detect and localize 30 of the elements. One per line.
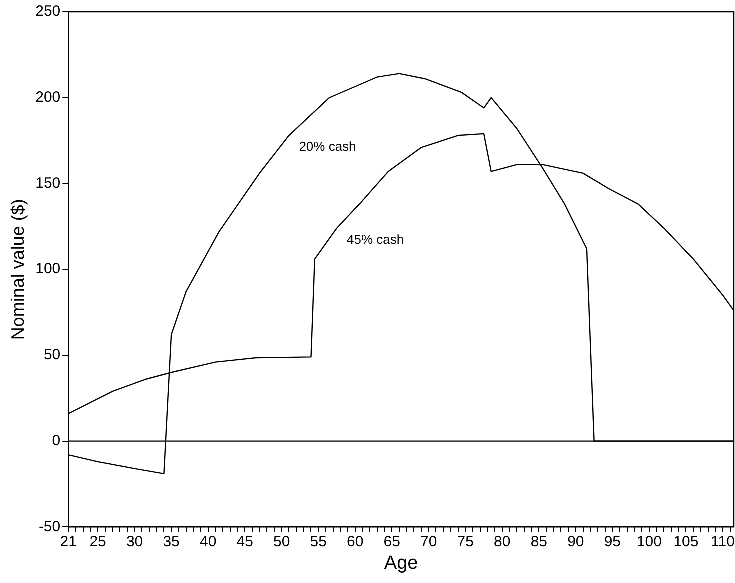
x-tick-label: 40 — [200, 533, 217, 550]
x-tick-label: 25 — [90, 533, 106, 550]
x-tick-label: 80 — [494, 533, 511, 550]
x-tick-label: 75 — [457, 533, 474, 550]
x-tick-label: 65 — [384, 533, 400, 550]
x-tick-label: 95 — [604, 533, 622, 550]
x-tick-label: 90 — [568, 533, 584, 550]
y-tick-label: -50 — [38, 518, 61, 536]
x-tick-label: 105 — [674, 533, 699, 550]
x-tick-label: 21 — [60, 533, 77, 550]
x-tick-label: 70 — [420, 533, 438, 550]
y-tick-label: 150 — [36, 174, 61, 192]
y-tick-label: 0 — [52, 432, 61, 450]
x-tick-label: 35 — [163, 533, 180, 550]
y-axis-title: Nominal value ($) — [8, 199, 28, 340]
x-tick-label: 60 — [347, 533, 364, 550]
series-label: 20% cash — [299, 139, 356, 154]
y-tick-label: 50 — [44, 346, 61, 364]
x-tick-label: 50 — [273, 533, 290, 550]
x-tick-label: 110 — [711, 533, 735, 550]
x-tick-label: 100 — [636, 533, 662, 550]
y-tick-label: 250 — [36, 3, 61, 20]
y-tick-label: 200 — [36, 89, 61, 106]
x-tick-label: 30 — [126, 533, 144, 550]
series-label: 45% cash — [346, 232, 404, 247]
x-tick-label: 85 — [530, 533, 548, 550]
x-tick-label: 55 — [310, 533, 327, 550]
x-tick-label: 45 — [236, 533, 254, 550]
x-axis-title: Age — [384, 552, 418, 574]
y-tick-label: 100 — [36, 260, 61, 278]
